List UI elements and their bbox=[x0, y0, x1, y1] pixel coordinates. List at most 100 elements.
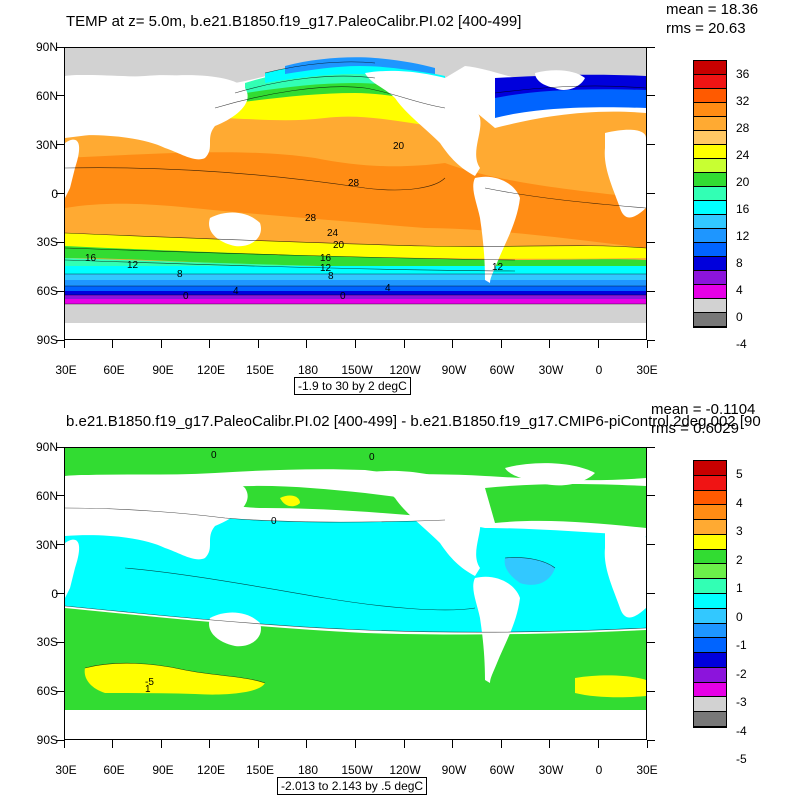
colorbar-label: 1 bbox=[736, 581, 743, 596]
lat-label: 60S bbox=[36, 684, 58, 698]
axis-tick bbox=[647, 193, 655, 194]
contour-label: 28 bbox=[348, 178, 360, 189]
axis-tick bbox=[647, 95, 655, 97]
lon-label: 120W bbox=[389, 363, 421, 377]
lon-label: 90W bbox=[441, 763, 467, 777]
axis-tick bbox=[56, 446, 64, 448]
contour-label: -5 bbox=[145, 677, 154, 688]
contour-info: -2.013 to 2.143 by .5 degC bbox=[277, 777, 428, 796]
lat-label: 0 bbox=[51, 187, 58, 201]
lat-label: 60S bbox=[36, 284, 58, 298]
axis-tick bbox=[63, 740, 65, 748]
colorbar-swatch bbox=[694, 257, 726, 271]
colorbar-swatch bbox=[694, 534, 726, 550]
axis-tick bbox=[647, 339, 655, 341]
colorbar-swatch bbox=[694, 117, 726, 131]
lon-label: 30E bbox=[55, 363, 77, 377]
axis-tick bbox=[647, 241, 655, 243]
colorbar-label: 3 bbox=[736, 524, 743, 539]
axis-tick bbox=[112, 340, 114, 348]
axis-tick bbox=[306, 740, 308, 748]
lat-label: 30S bbox=[36, 635, 58, 649]
axis-tick bbox=[647, 144, 655, 146]
colorbar-swatch bbox=[694, 667, 726, 683]
lon-label: 30E bbox=[55, 763, 77, 777]
colorbar-swatch bbox=[694, 608, 726, 624]
colorbar-swatch bbox=[694, 229, 726, 243]
colorbar-swatch bbox=[694, 682, 726, 698]
colorbar-swatch bbox=[694, 89, 726, 103]
axis-tick bbox=[647, 446, 655, 448]
lat-label: 30S bbox=[36, 235, 58, 249]
contour-label: 28 bbox=[305, 213, 317, 224]
axis-tick bbox=[112, 740, 114, 748]
colorbar bbox=[693, 460, 727, 728]
axis-tick bbox=[646, 740, 648, 748]
contour-label: 4 bbox=[233, 286, 239, 297]
map-frame: 0 0 0 -5 1 bbox=[64, 447, 647, 740]
colorbar-swatch bbox=[694, 215, 726, 229]
axis-tick bbox=[56, 690, 64, 692]
colorbar-swatch bbox=[694, 313, 726, 327]
contour-label: 8 bbox=[328, 271, 334, 282]
lon-label: 120E bbox=[196, 763, 226, 777]
colorbar-swatch bbox=[694, 505, 726, 521]
lon-label: 30E bbox=[636, 763, 658, 777]
colorbar-swatch bbox=[694, 564, 726, 580]
colorbar-swatch bbox=[694, 243, 726, 257]
axis-tick bbox=[452, 340, 454, 348]
colorbar-swatch bbox=[694, 271, 726, 285]
axis-tick bbox=[209, 740, 211, 748]
axis-tick bbox=[500, 740, 502, 748]
colorbar-label: -4 bbox=[736, 723, 747, 738]
lat-label: 30N bbox=[35, 138, 58, 152]
lon-label: 0 bbox=[595, 363, 603, 377]
colorbar-label: 5 bbox=[736, 467, 743, 482]
colorbar-label: 32 bbox=[736, 93, 750, 108]
axis-tick bbox=[56, 641, 64, 643]
lon-label: 120E bbox=[196, 363, 226, 377]
lon-label: 120W bbox=[389, 763, 421, 777]
contour-label: 20 bbox=[393, 141, 405, 152]
axis-tick bbox=[403, 740, 405, 748]
contour-label: 16 bbox=[320, 253, 332, 264]
axis-tick bbox=[160, 740, 162, 748]
axis-tick bbox=[56, 739, 64, 741]
colorbar-swatch bbox=[694, 623, 726, 639]
rms-stat: rms = 20.63 bbox=[666, 20, 746, 37]
colorbar-label: 24 bbox=[736, 147, 750, 162]
contour-label: 12 bbox=[127, 260, 139, 271]
colorbar-label: 36 bbox=[736, 66, 750, 81]
colorbar-swatch bbox=[694, 187, 726, 201]
axis-tick bbox=[647, 290, 655, 292]
colorbar-swatch bbox=[694, 461, 726, 476]
contour-label: 0 bbox=[183, 291, 189, 302]
contour-label: 0 bbox=[211, 450, 217, 461]
lat-label: 90S bbox=[36, 333, 58, 347]
axis-tick bbox=[500, 340, 502, 348]
axis-tick bbox=[597, 740, 599, 748]
colorbar-swatch bbox=[694, 490, 726, 506]
lon-label: 90E bbox=[152, 363, 174, 377]
lon-label: 30W bbox=[538, 363, 564, 377]
colorbar-label: 4 bbox=[736, 495, 743, 510]
colorbar-swatch bbox=[694, 159, 726, 173]
lat-label: 0 bbox=[51, 587, 58, 601]
axis-tick bbox=[647, 593, 655, 594]
lon-label: 150W bbox=[341, 763, 373, 777]
axis-tick bbox=[647, 641, 655, 643]
axis-tick bbox=[56, 544, 64, 546]
lon-label: 30E bbox=[636, 363, 658, 377]
colorbar-label: -3 bbox=[736, 695, 747, 710]
colorbar-swatch bbox=[694, 579, 726, 594]
axis-tick bbox=[63, 340, 65, 348]
axis-tick bbox=[56, 144, 64, 146]
colorbar-label: -5 bbox=[736, 752, 747, 767]
lon-label: 60E bbox=[103, 363, 125, 377]
colorbar-swatch bbox=[694, 638, 726, 654]
lat-label: 90N bbox=[35, 40, 58, 54]
panel-bottom-diff: b.e21.B1850.f19_g17.PaleoCalibr.PI.02 [4… bbox=[0, 400, 800, 800]
axis-tick bbox=[355, 740, 356, 748]
panel-title: b.e21.B1850.f19_g17.PaleoCalibr.PI.02 [4… bbox=[66, 413, 761, 430]
colorbar-label: 2 bbox=[736, 552, 743, 567]
